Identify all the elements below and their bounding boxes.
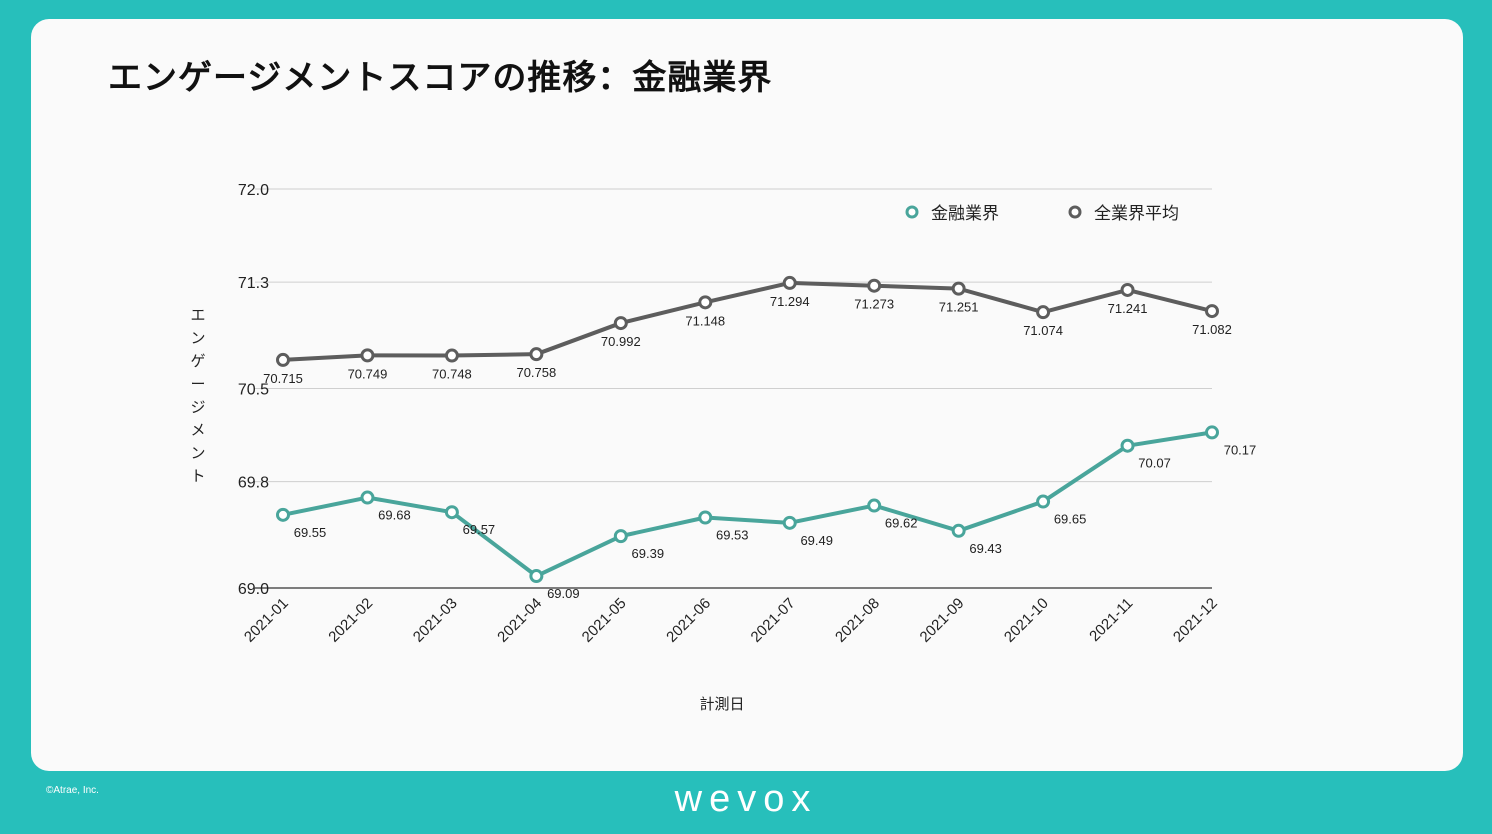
y-tick-label: 72.0 [238,182,269,199]
data-label-finance: 69.65 [1054,512,1087,527]
data-point-overall [951,281,966,296]
data-point-overall [1120,282,1135,297]
y-axis-label-char: ン [190,329,205,347]
legend: 金融業界 全業界平均 [905,204,1179,224]
copyright-text: ©Atrae, Inc. [46,785,99,796]
data-label-finance: 69.62 [885,516,918,531]
series-layer [276,275,1219,584]
x-tick-label: 2021-05 [579,595,630,646]
data-point-finance [276,507,290,522]
data-point-overall [1036,305,1051,320]
y-tick-label: 69.8 [238,475,269,492]
y-tick-label: 70.5 [238,382,269,399]
data-label-finance: 69.53 [716,528,749,543]
x-tick-label: 2021-04 [494,595,545,646]
data-label-overall: 71.251 [939,300,979,315]
series-line-overall [282,280,1213,362]
data-point-finance [1036,494,1051,509]
x-tick-label: 2021-02 [325,595,376,646]
data-point-finance [782,515,797,530]
data-point-finance [1120,438,1135,453]
x-tick-label: 2021-08 [832,595,883,646]
data-label-overall: 71.294 [770,294,810,309]
data-label-finance: 69.39 [632,546,665,561]
x-tick-label: 2021-09 [917,595,968,646]
x-tick-label: 2021-06 [663,595,714,646]
data-label-overall: 71.241 [1108,301,1148,316]
y-axis-label-char: ー [190,375,205,393]
y-tick-label: 71.3 [238,275,269,292]
y-axis-label-char: ゲ [190,352,205,370]
data-label-overall: 71.074 [1023,323,1063,338]
y-axis-label-char: メ [190,421,205,439]
data-label-finance: 69.43 [969,541,1002,556]
x-tick-label: 2021-11 [1086,595,1136,645]
x-tick-label: 2021-10 [1001,595,1052,646]
page-title: エンゲージメントスコアの推移：金融業界 [108,58,773,98]
data-label-overall: 71.148 [685,313,725,328]
data-labels: 69.55 69.68 69.57 69.09 69.39 69.53 69.49 69.62… [263,294,1256,601]
legend-label-overall: 全業界平均 [1094,204,1179,224]
legend-marker-finance [905,205,919,219]
data-point-finance [360,490,375,505]
data-point-finance [444,505,459,520]
data-point-overall [867,278,882,293]
y-axis-label-char: ジ [190,398,205,416]
legend-marker-overall [1068,205,1082,219]
data-point-finance [867,498,882,513]
data-label-overall: 70.749 [348,366,388,381]
x-axis-ticks: 2021-01 2021-02 2021-03 2021-04 2021-05 2021-… [241,595,1221,646]
data-point-overall [1205,304,1219,319]
data-label-finance: 69.57 [463,522,496,537]
data-point-finance [613,529,628,544]
gridlines [255,188,1212,589]
data-label-finance: 69.09 [547,586,580,601]
x-axis-label: 計測日 [699,695,744,713]
data-label-finance: 70.07 [1138,456,1171,471]
data-point-finance [529,569,544,584]
data-label-overall: 70.758 [516,365,556,380]
data-point-finance [951,523,966,538]
x-tick-label: 2021-12 [1170,595,1221,646]
x-tick-label: 2021-07 [748,595,799,646]
data-point-finance [698,510,713,525]
data-point-overall [360,348,375,363]
data-point-finance [1205,425,1219,440]
data-label-overall: 71.082 [1192,322,1232,337]
y-axis-label-char: ト [190,467,205,485]
y-axis-label-char: エ [190,306,205,324]
data-point-overall [613,316,628,331]
x-tick-label: 2021-03 [410,595,461,646]
data-label-overall: 70.715 [263,371,303,386]
data-label-finance: 69.68 [378,508,411,523]
y-axis-label-char: ン [190,444,205,462]
data-label-overall: 71.273 [854,297,894,312]
slide-card [31,19,1463,771]
y-axis-label: エンゲージメント [190,306,205,485]
data-point-overall [782,275,797,290]
data-label-finance: 69.49 [800,533,833,548]
data-point-overall [276,352,290,367]
data-point-overall [529,347,544,362]
brand-logo: wevox [674,778,818,820]
data-point-overall [698,295,713,310]
data-label-finance: 69.55 [294,525,327,540]
x-tick-label: 2021-01 [241,595,292,646]
legend-label-finance: 金融業界 [931,204,999,224]
data-label-overall: 70.748 [432,367,472,382]
data-label-finance: 70.17 [1224,442,1257,457]
series-line-finance [282,430,1213,579]
y-axis-ticks: 69.0 69.8 70.5 71.3 72.0 [238,182,269,598]
y-tick-label: 69.0 [238,581,269,598]
data-label-overall: 70.992 [601,334,641,349]
data-point-overall [444,348,459,363]
